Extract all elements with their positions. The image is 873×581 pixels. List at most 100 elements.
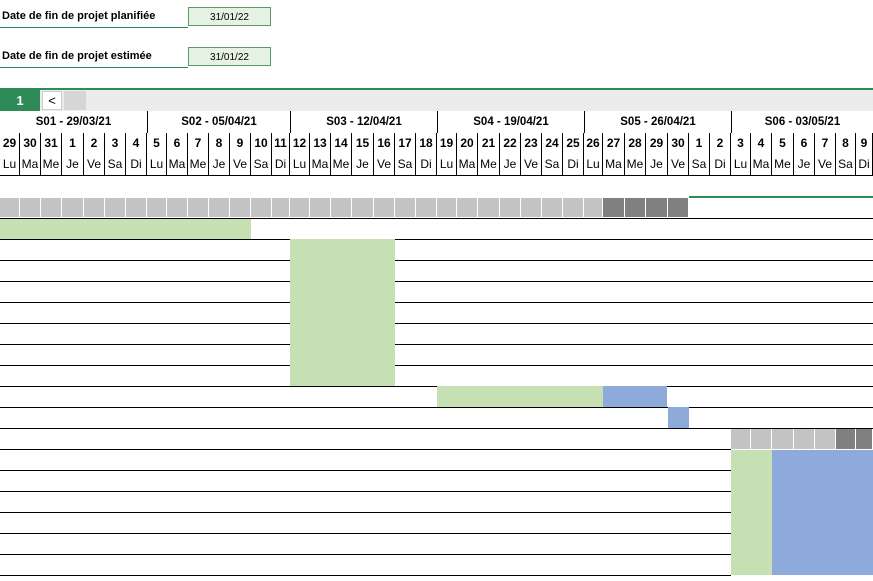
row-separator (0, 575, 731, 576)
day-name: Je (646, 154, 668, 175)
day-number: 23 (521, 133, 542, 154)
summary-bar-cell (374, 198, 395, 217)
summary-bar-cell (646, 198, 668, 217)
day-number: 2 (710, 133, 731, 154)
day-name: Ma (167, 154, 188, 175)
row-separator (0, 386, 873, 387)
day-number: 14 (331, 133, 352, 154)
summary-bar-cell (603, 198, 625, 217)
day-number: 6 (167, 133, 188, 154)
day-number: 7 (188, 133, 209, 154)
day-number: 4 (751, 133, 772, 154)
row-separator (0, 449, 731, 450)
actual-bar (668, 407, 689, 428)
day-name: Lu (0, 154, 20, 175)
day-name: Ve (668, 154, 689, 175)
day-name: Me (331, 154, 352, 175)
row-separator (0, 302, 873, 303)
actual-bar (603, 386, 667, 407)
day-number: 16 (374, 133, 395, 154)
scroll-left-button[interactable]: < (42, 91, 62, 110)
day-name: Ma (457, 154, 478, 175)
summary-bar-cell (584, 198, 603, 217)
day-name: Sa (542, 154, 563, 175)
row-separator (0, 512, 731, 513)
day-name: Ve (230, 154, 251, 175)
day-name: Di (710, 154, 731, 175)
summary-bar-cell (188, 198, 209, 217)
estimated-end-value[interactable]: 31/01/22 (188, 47, 271, 66)
day-number: 5 (772, 133, 794, 154)
estimated-end-label: Date de fin de projet estimée (2, 50, 152, 62)
planned-bar (731, 450, 772, 575)
planned-end-label: Date de fin de projet planifiée (2, 10, 156, 22)
day-number: 28 (625, 133, 646, 154)
day-name: Ve (815, 154, 836, 175)
day-number: 20 (457, 133, 478, 154)
day-number: 11 (272, 133, 290, 154)
week-header: S05 - 26/04/21 (584, 111, 731, 133)
summary-bar-cell (437, 198, 457, 217)
summary-end-line (689, 196, 873, 198)
summary-bar-cell (478, 198, 500, 217)
summary-bar-cell (457, 198, 478, 217)
day-name: Me (772, 154, 794, 175)
row-separator (0, 533, 731, 534)
summary-bar-cell (836, 429, 856, 449)
row-separator (0, 281, 873, 282)
day-number: 24 (542, 133, 563, 154)
planned-end-value[interactable]: 31/01/22 (188, 7, 271, 26)
day-number: 5 (147, 133, 167, 154)
day-name: Lu (584, 154, 603, 175)
summary-bar-cell (500, 198, 521, 217)
day-name: Me (188, 154, 209, 175)
week-header: S04 - 19/04/21 (437, 111, 584, 133)
summary-bar-cell (731, 429, 751, 449)
day-number: 6 (794, 133, 815, 154)
day-name: Lu (731, 154, 751, 175)
day-name: Di (126, 154, 147, 175)
day-name: Ma (20, 154, 41, 175)
summary-bar-cell (147, 198, 167, 217)
summary-bar-cell (84, 198, 105, 217)
day-number: 31 (41, 133, 62, 154)
scroll-thumb[interactable] (64, 91, 86, 110)
day-number: 2 (84, 133, 105, 154)
summary-bar-cell (272, 198, 290, 217)
day-number: 26 (584, 133, 603, 154)
day-name: Je (500, 154, 521, 175)
day-number: 27 (603, 133, 625, 154)
day-name: Sa (836, 154, 856, 175)
summary-bar-cell (209, 198, 230, 217)
timeline-page-number[interactable]: 1 (0, 90, 40, 111)
day-number: 4 (126, 133, 147, 154)
row-separator (0, 554, 731, 555)
summary-bar-cell (395, 198, 416, 217)
row-separator (0, 407, 873, 408)
summary-bar-cell (105, 198, 126, 217)
day-number: 12 (290, 133, 310, 154)
planned-end-underline (0, 27, 188, 28)
planned-bar (290, 239, 395, 386)
summary-bar-cell (167, 198, 188, 217)
day-number: 8 (209, 133, 230, 154)
summary-bar-cell (668, 198, 689, 217)
planned-bar (0, 219, 251, 239)
day-name: Lu (290, 154, 310, 175)
day-number: 22 (500, 133, 521, 154)
header-bottom-line (0, 175, 873, 176)
day-number: 1 (62, 133, 84, 154)
day-name: Sa (395, 154, 416, 175)
row-separator (0, 218, 873, 219)
day-number: 3 (105, 133, 126, 154)
summary-bar-cell (230, 198, 251, 217)
day-name: Sa (105, 154, 126, 175)
day-name: Ma (751, 154, 772, 175)
summary-bar-cell (521, 198, 542, 217)
day-number: 30 (20, 133, 41, 154)
day-name: Lu (437, 154, 457, 175)
week-header: S01 - 29/03/21 (35, 116, 112, 128)
week-header: S02 - 05/04/21 (147, 111, 290, 133)
summary-bar-cell (563, 198, 584, 217)
day-name: Me (41, 154, 62, 175)
